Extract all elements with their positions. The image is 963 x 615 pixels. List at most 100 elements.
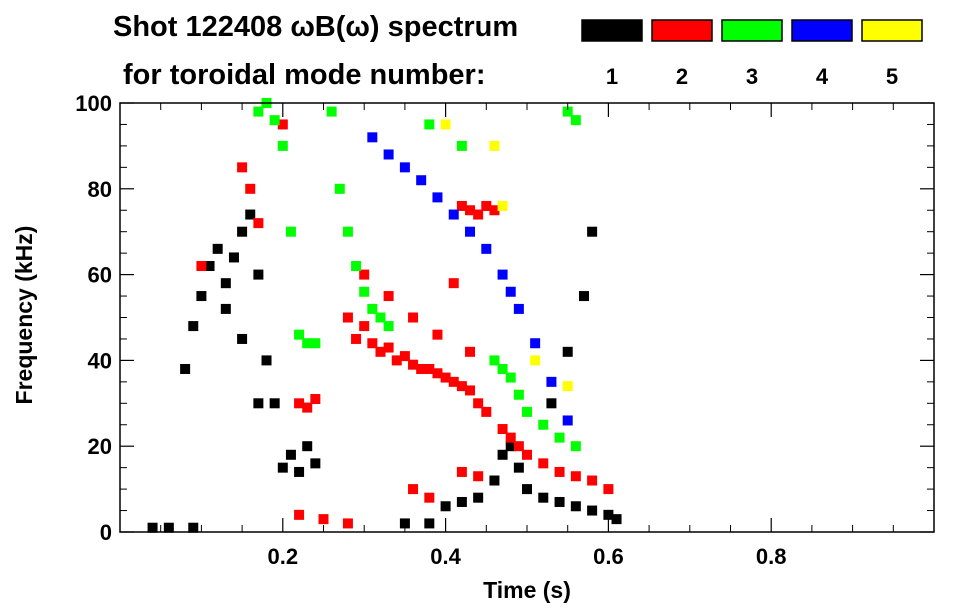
x-tick-label: 0.6 xyxy=(593,544,624,569)
data-point-mode-3 xyxy=(351,261,362,272)
legend-swatch-3 xyxy=(721,19,783,42)
data-point-mode-1 xyxy=(163,522,174,533)
data-point-mode-4 xyxy=(383,149,394,160)
data-point-mode-1 xyxy=(237,333,248,344)
data-point-mode-3 xyxy=(310,338,321,349)
data-point-mode-3 xyxy=(562,106,573,117)
data-point-mode-1 xyxy=(399,518,410,529)
data-point-mode-1 xyxy=(261,355,272,366)
data-point-mode-1 xyxy=(611,514,622,525)
data-point-mode-2 xyxy=(359,321,370,332)
data-point-mode-2 xyxy=(456,381,467,392)
data-point-mode-1 xyxy=(294,466,305,477)
data-point-mode-2 xyxy=(473,398,484,409)
data-point-mode-2 xyxy=(497,424,508,435)
data-point-mode-2 xyxy=(587,475,598,486)
data-point-mode-2 xyxy=(603,484,614,495)
data-point-mode-2 xyxy=(554,466,565,477)
data-point-mode-2 xyxy=(481,200,492,211)
data-point-mode-3 xyxy=(326,106,337,117)
data-point-mode-3 xyxy=(285,226,296,237)
data-point-mode-1 xyxy=(188,321,199,332)
data-point-mode-3 xyxy=(538,419,549,430)
data-point-mode-2 xyxy=(253,218,264,229)
data-point-mode-2 xyxy=(342,312,353,323)
legend-swatch-1 xyxy=(581,19,643,42)
data-point-mode-2 xyxy=(294,398,305,409)
data-point-mode-5 xyxy=(440,119,451,130)
data-point-mode-1 xyxy=(269,398,280,409)
data-point-mode-2 xyxy=(538,458,549,469)
data-layer xyxy=(147,98,622,533)
chart-title-line1: Shot 122408 ωB(ω) spectrum xyxy=(113,11,518,43)
y-tick-label: 80 xyxy=(88,177,112,202)
data-point-mode-4 xyxy=(562,415,573,426)
x-tick-label: 0.2 xyxy=(268,544,299,569)
data-point-mode-2 xyxy=(416,363,427,374)
data-point-mode-2 xyxy=(277,119,288,130)
data-point-mode-2 xyxy=(570,471,581,482)
data-point-mode-2 xyxy=(505,432,516,443)
data-point-mode-1 xyxy=(578,291,589,302)
data-point-mode-3 xyxy=(277,140,288,151)
data-point-mode-2 xyxy=(481,406,492,417)
data-point-mode-3 xyxy=(456,140,467,151)
data-point-mode-1 xyxy=(147,522,158,533)
data-point-mode-2 xyxy=(383,291,394,302)
data-point-mode-4 xyxy=(505,286,516,297)
data-point-mode-2 xyxy=(522,449,532,460)
x-tick-label: 0.8 xyxy=(756,544,787,569)
data-point-mode-1 xyxy=(220,303,231,314)
data-point-mode-2 xyxy=(342,518,353,529)
axis-ticks: 0 20 40 60 80 100 0.2 0.4 0.6 0.8 xyxy=(75,91,934,569)
data-point-mode-2 xyxy=(432,329,443,340)
data-point-mode-2 xyxy=(456,200,467,211)
data-point-mode-2 xyxy=(473,209,484,220)
data-point-mode-3 xyxy=(302,338,313,349)
data-point-mode-2 xyxy=(310,394,321,405)
legend-label-1: 1 xyxy=(606,64,618,89)
data-point-mode-1 xyxy=(522,484,532,495)
data-point-mode-2 xyxy=(448,278,459,289)
data-point-mode-1 xyxy=(245,209,256,220)
data-point-mode-3 xyxy=(554,432,565,443)
data-point-mode-1 xyxy=(538,492,549,503)
data-point-mode-4 xyxy=(530,338,541,349)
data-point-mode-1 xyxy=(277,462,288,473)
legend-swatch-5 xyxy=(861,19,923,42)
data-point-mode-1 xyxy=(212,243,223,254)
y-tick-label: 100 xyxy=(75,91,112,116)
data-point-mode-1 xyxy=(505,441,516,452)
data-point-mode-2 xyxy=(367,338,378,349)
y-tick-label: 0 xyxy=(100,520,112,545)
x-tick-label: 0.4 xyxy=(430,544,461,569)
data-point-mode-1 xyxy=(513,462,524,473)
data-point-mode-2 xyxy=(408,484,419,495)
data-point-mode-4 xyxy=(399,162,410,173)
data-point-mode-2 xyxy=(432,368,443,379)
data-point-mode-2 xyxy=(245,183,256,194)
legend: 1 2 3 4 5 xyxy=(581,19,923,89)
data-point-mode-3 xyxy=(334,183,345,194)
data-point-mode-2 xyxy=(424,492,435,503)
data-point-mode-1 xyxy=(570,501,581,512)
data-point-mode-2 xyxy=(318,514,329,525)
data-point-mode-1 xyxy=(587,226,598,237)
data-point-mode-4 xyxy=(432,192,443,203)
data-point-mode-2 xyxy=(399,351,410,362)
data-point-mode-4 xyxy=(465,226,476,237)
data-point-mode-5 xyxy=(530,355,541,366)
data-point-mode-4 xyxy=(497,269,508,280)
legend-label-5: 5 xyxy=(886,64,898,89)
data-point-mode-3 xyxy=(383,321,394,332)
data-point-mode-1 xyxy=(253,269,264,280)
data-point-mode-2 xyxy=(465,385,476,396)
data-point-mode-2 xyxy=(473,471,484,482)
data-point-mode-3 xyxy=(522,406,532,417)
data-point-mode-3 xyxy=(359,286,370,297)
y-tick-label: 20 xyxy=(88,434,112,459)
legend-swatch-2 xyxy=(651,19,713,42)
data-point-mode-5 xyxy=(497,200,508,211)
data-point-mode-3 xyxy=(489,355,500,366)
